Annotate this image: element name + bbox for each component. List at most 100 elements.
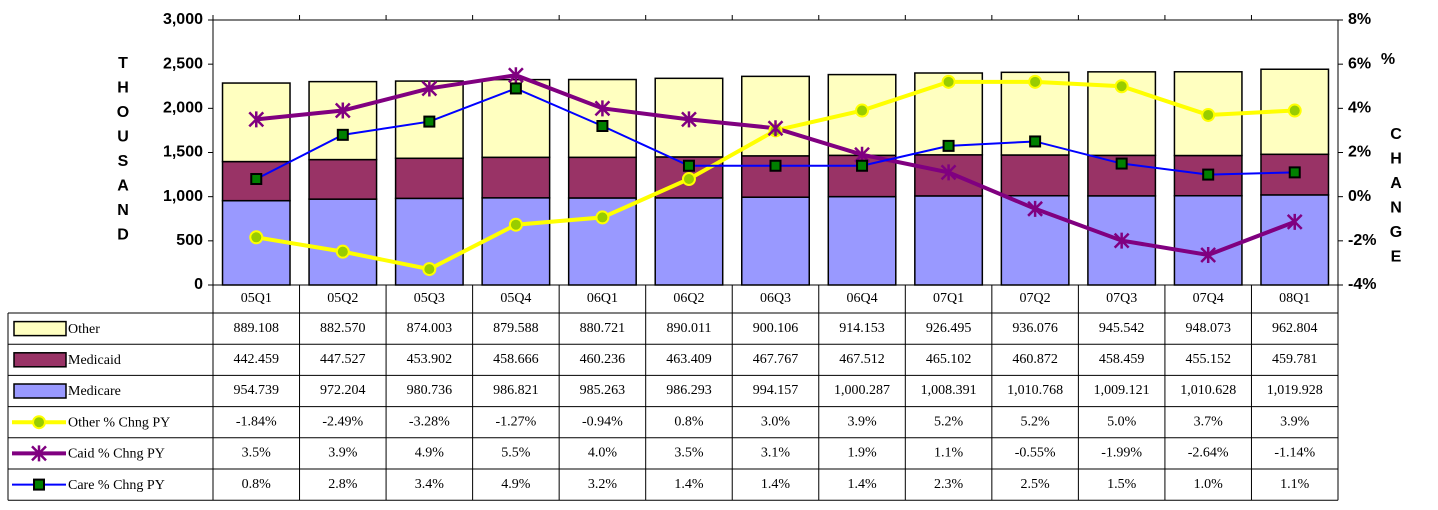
- point: [1115, 157, 1128, 170]
- x-tick-label: 06Q4: [846, 291, 877, 306]
- bar: [827, 195, 897, 286]
- table-value: 2.3%: [934, 477, 964, 492]
- table-value: 467.512: [839, 352, 885, 367]
- point: [595, 210, 610, 225]
- bar: [308, 80, 378, 161]
- table-value: 1,009.121: [1094, 383, 1150, 398]
- table-value: -1.27%: [495, 414, 536, 429]
- table-value: -2.64%: [1188, 446, 1229, 461]
- point: [334, 102, 351, 119]
- bar: [567, 78, 637, 159]
- bar: [394, 157, 464, 200]
- table-value: 4.0%: [588, 446, 618, 461]
- bar: [914, 195, 984, 286]
- bar: [308, 198, 378, 286]
- table-value: 889.108: [234, 321, 280, 336]
- table-value: 1,008.391: [921, 383, 977, 398]
- point: [1028, 74, 1043, 89]
- table-value: 980.736: [407, 383, 453, 398]
- legend-label: Other % Chng PY: [68, 415, 170, 430]
- point: [423, 115, 436, 128]
- table-value: 3.1%: [761, 446, 791, 461]
- table-value: 914.153: [839, 321, 885, 336]
- x-tick-label: 07Q2: [1020, 291, 1051, 306]
- point: [1201, 107, 1216, 122]
- point: [682, 159, 695, 172]
- table-value: 465.102: [926, 352, 972, 367]
- bar: [1260, 194, 1330, 286]
- table-value: 3.7%: [1194, 414, 1224, 429]
- table-value: -3.28%: [409, 414, 450, 429]
- table-value: 972.204: [320, 383, 366, 398]
- table-value: 455.152: [1185, 352, 1231, 367]
- table-value: 5.0%: [1107, 414, 1137, 429]
- x-tick-label: 06Q1: [587, 291, 618, 306]
- point: [769, 159, 782, 172]
- x-tick-label: 08Q1: [1279, 291, 1310, 306]
- point: [1287, 103, 1302, 118]
- x-tick-label: 06Q3: [760, 291, 791, 306]
- point: [681, 172, 696, 186]
- point: [1027, 200, 1044, 217]
- bar: [741, 196, 810, 286]
- table-value: 879.588: [493, 321, 539, 336]
- table-value: 0.8%: [674, 414, 704, 429]
- point: [940, 164, 957, 181]
- point: [250, 173, 263, 185]
- legend-label: Other: [68, 322, 100, 337]
- table-value: 5.2%: [934, 414, 964, 429]
- x-tick-label: 05Q2: [327, 291, 358, 306]
- table-value: -1.14%: [1274, 446, 1315, 461]
- table-value: -1.84%: [236, 414, 277, 429]
- table-value: 458.459: [1099, 352, 1145, 367]
- bar: [567, 156, 637, 199]
- table-value: 985.263: [580, 383, 626, 398]
- table-value: 945.542: [1099, 321, 1145, 336]
- point: [1200, 246, 1217, 263]
- x-tick-label: 06Q2: [673, 291, 704, 306]
- point: [1029, 135, 1042, 148]
- table-value: 3.9%: [328, 446, 358, 461]
- y-tick-label: 1,000: [163, 188, 203, 205]
- table-value: 3.4%: [415, 477, 445, 492]
- marker: [33, 478, 45, 491]
- table-value: 1,010.628: [1180, 383, 1236, 398]
- table-value: 936.076: [1012, 321, 1058, 336]
- table-value: 926.495: [926, 321, 972, 336]
- bar: [481, 197, 551, 286]
- table-value: 986.821: [493, 383, 539, 398]
- table-value: 467.767: [753, 352, 799, 367]
- y-tick-label: 2,500: [163, 55, 203, 72]
- table-value: 453.902: [407, 352, 453, 367]
- y2-tick-label: 6%: [1348, 55, 1371, 72]
- y2-tick-label: 4%: [1348, 100, 1371, 117]
- table-value: -0.55%: [1015, 446, 1056, 461]
- table-value: 1.4%: [674, 477, 704, 492]
- table-value: 460.872: [1012, 352, 1058, 367]
- legend-swatch: [13, 383, 67, 399]
- table-value: -2.49%: [322, 414, 363, 429]
- point: [508, 67, 524, 84]
- table-value: 3.9%: [1280, 414, 1310, 429]
- y-tick-label: 2,000: [163, 100, 203, 117]
- table-value: 986.293: [666, 383, 712, 398]
- bar: [1000, 154, 1070, 197]
- table-value: 1,000.287: [834, 383, 890, 398]
- y2-tick-label: -4%: [1348, 276, 1376, 293]
- table-value: 900.106: [753, 321, 799, 336]
- table-value: 3.2%: [588, 477, 618, 492]
- table-value: 447.527: [320, 352, 366, 367]
- table-value: 954.739: [234, 383, 280, 398]
- table-value: 874.003: [407, 321, 453, 336]
- point: [248, 111, 265, 128]
- point: [941, 74, 956, 89]
- legend-label: Caid % Chng PY: [68, 447, 165, 462]
- table-value: 1.1%: [1280, 477, 1310, 492]
- point: [1286, 213, 1303, 230]
- point: [767, 120, 784, 137]
- x-tick-label: 07Q4: [1193, 291, 1224, 306]
- point: [1114, 79, 1129, 94]
- point: [509, 82, 522, 95]
- table-value: 3.5%: [242, 446, 272, 461]
